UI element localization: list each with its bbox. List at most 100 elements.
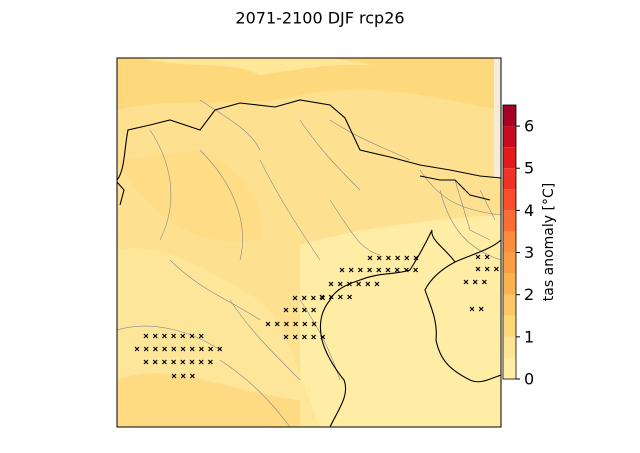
hatch-mark bbox=[143, 359, 149, 365]
colorbar-bin bbox=[503, 168, 516, 190]
hatch-mark bbox=[189, 333, 195, 339]
colorbar-tick-label: 4 bbox=[524, 201, 534, 220]
hatch-mark bbox=[404, 255, 410, 261]
hatch-mark bbox=[180, 359, 186, 365]
colorbar-bin bbox=[503, 273, 516, 295]
colorbar-bin bbox=[503, 357, 516, 379]
hatch-mark bbox=[161, 359, 167, 365]
hatch-mark bbox=[367, 267, 373, 273]
hatch-mark bbox=[337, 281, 343, 287]
hatch-mark bbox=[328, 294, 334, 300]
hatch-mark bbox=[328, 281, 334, 287]
hatch-mark bbox=[180, 373, 186, 379]
colorbar-tick-label: 5 bbox=[524, 159, 534, 178]
hatch-mark bbox=[339, 267, 345, 273]
colorbar-frame bbox=[502, 104, 517, 380]
hatch-mark bbox=[171, 373, 177, 379]
hatch-mark bbox=[189, 359, 195, 365]
hatch-mark bbox=[394, 267, 400, 273]
hatch-mark bbox=[152, 346, 158, 352]
hatch-mark bbox=[347, 294, 353, 300]
colorbar-bin bbox=[503, 231, 516, 253]
hatch-mark bbox=[311, 334, 317, 340]
hatch-mark bbox=[367, 255, 373, 261]
hatch-mark bbox=[385, 267, 391, 273]
map-region bbox=[117, 150, 262, 242]
hatch-mark bbox=[484, 254, 490, 260]
map-frame bbox=[116, 57, 502, 428]
colorbar-tick-label: 3 bbox=[524, 243, 534, 262]
map-edge bbox=[494, 58, 501, 178]
hatch-mark bbox=[292, 295, 298, 301]
map bbox=[116, 57, 502, 428]
colorbar-bin bbox=[503, 252, 516, 274]
hatch-mark bbox=[376, 267, 382, 273]
colorbar-bin bbox=[503, 147, 516, 169]
hatch-mark bbox=[265, 321, 271, 327]
hatch-mark bbox=[301, 334, 307, 340]
hatch-mark bbox=[403, 267, 409, 273]
hatch-mark bbox=[357, 267, 363, 273]
hatch-mark bbox=[274, 321, 280, 327]
colorbar-label: tas anomaly [°C] bbox=[541, 183, 557, 301]
hatch-mark bbox=[337, 294, 343, 300]
hatch-mark bbox=[301, 307, 307, 313]
hatch-mark bbox=[217, 346, 223, 352]
hatch-mark bbox=[180, 333, 186, 339]
map-region bbox=[117, 373, 300, 427]
hatch-mark bbox=[208, 346, 214, 352]
hatch-mark bbox=[311, 307, 317, 313]
hatch-mark bbox=[302, 321, 308, 327]
hatch-mark bbox=[143, 333, 149, 339]
hatch-mark bbox=[292, 307, 298, 313]
hatch-mark bbox=[283, 334, 289, 340]
hatch-mark bbox=[320, 334, 326, 340]
chart-title: 2071-2100 DJF rcp26 bbox=[235, 9, 404, 28]
hatch-mark bbox=[198, 346, 204, 352]
hatch-mark bbox=[484, 266, 490, 272]
map-region bbox=[117, 58, 501, 110]
hatch-mark bbox=[152, 333, 158, 339]
colorbar-tick-label: 6 bbox=[524, 117, 534, 136]
hatch-mark bbox=[348, 267, 354, 273]
colorbar-tick-label: 1 bbox=[524, 327, 534, 346]
colorbar-bin bbox=[503, 294, 516, 316]
colorbar-bin bbox=[503, 105, 516, 127]
hatch-mark bbox=[374, 281, 380, 287]
hatch-mark bbox=[292, 334, 298, 340]
hatch-mark bbox=[311, 321, 317, 327]
hatch-mark bbox=[161, 333, 167, 339]
hatch-mark bbox=[301, 295, 307, 301]
hatch-mark bbox=[413, 267, 419, 273]
hatch-mark bbox=[463, 279, 469, 285]
colorbar-bin bbox=[503, 336, 516, 358]
colorbar-bin bbox=[503, 315, 516, 337]
hatch-mark bbox=[293, 321, 299, 327]
hatch-mark bbox=[152, 359, 158, 365]
hatch-mark bbox=[346, 281, 352, 287]
hatch-mark bbox=[395, 255, 401, 261]
hatch-mark bbox=[478, 306, 484, 312]
map-region bbox=[140, 58, 380, 75]
hatch-mark bbox=[493, 266, 499, 272]
hatch-mark bbox=[198, 333, 204, 339]
hatch-mark bbox=[189, 373, 195, 379]
hatch-mark bbox=[198, 359, 204, 365]
hatch-mark bbox=[475, 266, 481, 272]
hatch-mark bbox=[171, 346, 177, 352]
significance-hatching bbox=[134, 254, 499, 379]
hatch-mark bbox=[356, 281, 362, 287]
hatch-mark bbox=[385, 255, 391, 261]
hatch-mark bbox=[475, 254, 481, 260]
colorbar-bin bbox=[503, 189, 516, 211]
hatch-mark bbox=[472, 279, 478, 285]
colorbar-bin bbox=[503, 126, 516, 148]
hatch-mark bbox=[134, 346, 140, 352]
hatch-mark bbox=[376, 255, 382, 261]
hatch-mark bbox=[180, 346, 186, 352]
hatch-mark bbox=[162, 346, 168, 352]
colorbar-tick-label: 2 bbox=[524, 285, 534, 304]
hatch-mark bbox=[143, 346, 149, 352]
hatch-mark bbox=[310, 295, 316, 301]
